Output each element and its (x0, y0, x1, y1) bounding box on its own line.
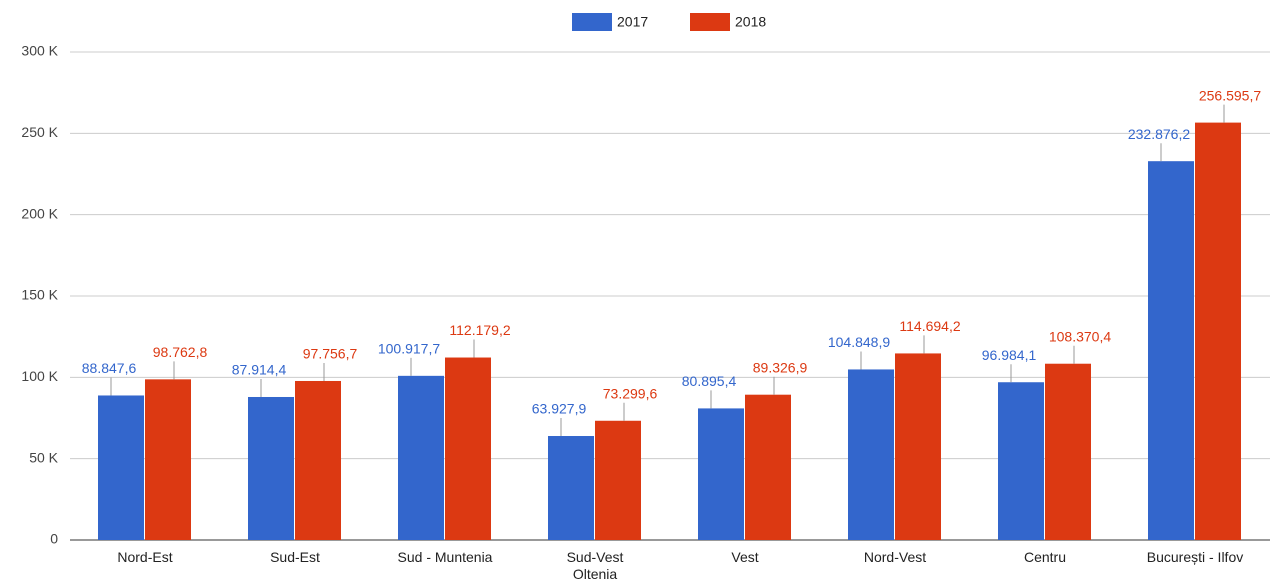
bar (1045, 363, 1091, 540)
data-label: 100.917,7 (378, 341, 440, 357)
data-label: 63.927,9 (532, 401, 587, 417)
y-tick-label: 0 (50, 531, 58, 547)
data-label: 112.179,2 (449, 322, 510, 338)
y-tick-label: 300 K (21, 43, 58, 59)
x-tick-label: Centru (1023, 549, 1067, 565)
x-tick-label: București - Ilfov (1146, 549, 1244, 565)
bar (595, 420, 641, 540)
bar (295, 380, 341, 540)
x-tick-label: Sud-Vest Oltenia (566, 549, 624, 582)
data-label: 97.756,7 (303, 346, 358, 362)
data-label: 89.326,9 (753, 359, 808, 375)
bar (1148, 161, 1194, 540)
bar (745, 394, 791, 540)
x-tick-label: Nord-Est (117, 549, 173, 565)
bar (145, 379, 191, 540)
bar (445, 357, 491, 540)
y-tick-label: 100 K (21, 368, 58, 384)
x-tick-label: Nord-Vest (863, 549, 927, 565)
data-label: 104.848,9 (828, 334, 890, 350)
bar (248, 396, 294, 540)
x-tick-label: Sud-Est (270, 549, 320, 565)
x-tick-label: Sud - Muntenia (397, 549, 493, 565)
bar (698, 408, 744, 540)
bar (398, 375, 444, 540)
data-label: 73.299,6 (603, 385, 658, 401)
data-label: 88.847,6 (82, 360, 137, 376)
data-label: 232.876,2 (1128, 126, 1190, 142)
data-label: 256.595,7 (1199, 87, 1261, 103)
bar (98, 395, 144, 540)
data-label: 80.895,4 (682, 373, 737, 389)
bar (895, 353, 941, 540)
y-tick-label: 150 K (21, 287, 58, 303)
legend-label: 2018 (735, 14, 766, 30)
legend-swatch (572, 13, 612, 31)
data-label: 98.762,8 (153, 344, 208, 360)
data-label: 96.984,1 (982, 347, 1037, 363)
legend-label: 2017 (617, 14, 648, 30)
y-tick-label: 250 K (21, 124, 58, 140)
bar (998, 382, 1044, 540)
bar (848, 369, 894, 540)
data-label: 87.914,4 (232, 362, 287, 378)
data-label: 108.370,4 (1049, 328, 1111, 344)
legend-swatch (690, 13, 730, 31)
x-tick-label: Vest (731, 549, 759, 565)
data-label: 114.694,2 (899, 318, 960, 334)
y-tick-label: 50 K (29, 449, 58, 465)
y-tick-label: 200 K (21, 205, 58, 221)
bar (548, 436, 594, 540)
bar (1195, 122, 1241, 541)
